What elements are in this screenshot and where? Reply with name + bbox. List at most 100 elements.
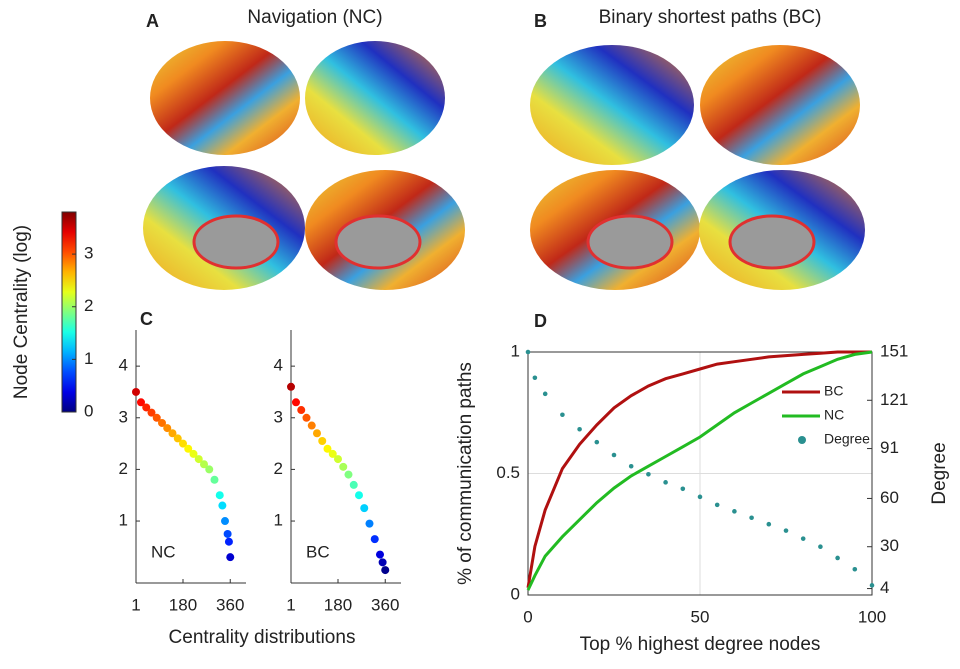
y2-tick-label: 91 bbox=[880, 438, 899, 457]
colorbar-tick-label: 3 bbox=[84, 244, 93, 263]
point bbox=[349, 480, 358, 489]
brain-medial-core bbox=[192, 214, 280, 270]
line bbox=[526, 350, 873, 591]
point bbox=[835, 555, 840, 561]
point bbox=[173, 434, 182, 443]
point bbox=[194, 455, 203, 464]
point bbox=[307, 421, 316, 430]
y2-axis-label: Degree bbox=[929, 442, 950, 504]
point bbox=[381, 566, 390, 575]
point bbox=[646, 472, 651, 477]
point bbox=[577, 426, 582, 432]
panel-label: A bbox=[146, 11, 159, 31]
annotation: BC bbox=[306, 542, 330, 561]
point bbox=[297, 406, 306, 415]
legend-label: NC bbox=[824, 407, 844, 423]
point bbox=[375, 550, 384, 559]
point bbox=[136, 398, 145, 407]
point bbox=[365, 519, 374, 528]
panel-label: C bbox=[140, 309, 153, 329]
line bbox=[526, 350, 872, 588]
point bbox=[312, 429, 321, 438]
y-tick-label: 1 bbox=[274, 511, 283, 530]
point bbox=[560, 412, 565, 418]
x-tick-label: 0 bbox=[523, 607, 532, 626]
point bbox=[714, 502, 720, 508]
y2-tick-label: 4 bbox=[880, 578, 889, 597]
y-tick-label: 0.5 bbox=[496, 463, 520, 482]
point bbox=[223, 529, 232, 538]
brain-lateral-right bbox=[305, 41, 445, 155]
x-tick-label: 100 bbox=[858, 607, 886, 626]
y2-tick-label: 60 bbox=[880, 488, 899, 507]
point bbox=[163, 424, 172, 433]
point bbox=[287, 382, 295, 391]
point bbox=[532, 375, 538, 381]
x-axis-label: Top % highest degree nodes bbox=[580, 634, 821, 655]
point bbox=[328, 449, 337, 458]
point bbox=[628, 463, 634, 469]
x-tick-label: 180 bbox=[324, 595, 352, 614]
x-tick-label: 360 bbox=[371, 595, 399, 614]
point bbox=[800, 536, 806, 541]
point bbox=[132, 387, 140, 396]
point bbox=[302, 413, 311, 422]
point bbox=[818, 544, 823, 550]
legend-label: Degree bbox=[824, 431, 870, 447]
point bbox=[205, 465, 214, 474]
y-tick-label: 4 bbox=[274, 356, 283, 375]
point bbox=[339, 462, 348, 471]
point bbox=[291, 398, 300, 407]
y-tick-label: 2 bbox=[274, 459, 283, 478]
point bbox=[333, 455, 342, 464]
point bbox=[224, 537, 233, 546]
y-tick-label: 3 bbox=[274, 407, 283, 426]
legend-label: BC bbox=[824, 383, 843, 399]
point bbox=[142, 403, 151, 412]
point bbox=[220, 517, 229, 526]
x-axis-label: Centrality distributions bbox=[169, 627, 356, 648]
point bbox=[152, 413, 161, 422]
brain-medial-core bbox=[728, 214, 816, 270]
brain-lateral-right bbox=[700, 45, 860, 165]
point bbox=[852, 566, 858, 572]
brain-medial-core bbox=[334, 214, 422, 270]
point bbox=[542, 391, 548, 397]
colorbar bbox=[61, 211, 77, 413]
point bbox=[178, 439, 187, 448]
point bbox=[354, 491, 363, 500]
colorbar-label: Node Centrality (log) bbox=[11, 225, 32, 399]
y-tick-label: 4 bbox=[119, 356, 128, 375]
point bbox=[318, 437, 327, 446]
panel-label: D bbox=[534, 311, 547, 331]
x-tick-label: 1 bbox=[131, 595, 140, 614]
colorbar-tick-label: 2 bbox=[84, 296, 93, 315]
x-tick-label: 180 bbox=[169, 595, 197, 614]
point bbox=[525, 349, 531, 355]
x-tick-label: 1 bbox=[286, 595, 295, 614]
y-tick-label: 1 bbox=[119, 511, 128, 530]
y2-tick-label: 151 bbox=[880, 341, 908, 360]
panel-title: Navigation (NC) bbox=[247, 7, 382, 28]
plot-frame bbox=[527, 351, 873, 596]
y-tick-label: 0 bbox=[511, 584, 520, 603]
y-tick-label: 2 bbox=[119, 459, 128, 478]
point bbox=[869, 583, 875, 588]
brain-lateral-left bbox=[150, 41, 300, 155]
y-tick-label: 3 bbox=[119, 407, 128, 426]
point bbox=[199, 460, 208, 469]
colorbar-tick-label: 0 bbox=[84, 401, 93, 420]
point bbox=[215, 491, 224, 500]
y2-tick-label: 30 bbox=[880, 536, 899, 555]
point bbox=[226, 553, 235, 562]
point bbox=[663, 480, 668, 485]
point bbox=[611, 452, 617, 458]
brain-medial-core bbox=[586, 214, 674, 270]
point bbox=[323, 444, 332, 453]
brain-images bbox=[143, 41, 865, 290]
brain-lateral-left bbox=[530, 45, 694, 165]
panel-title: Binary shortest paths (BC) bbox=[599, 7, 822, 28]
point bbox=[168, 429, 177, 438]
y-tick-label: 1 bbox=[511, 341, 520, 360]
